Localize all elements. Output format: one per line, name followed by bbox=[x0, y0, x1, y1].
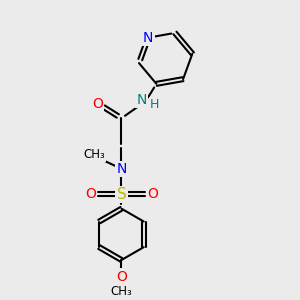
Text: S: S bbox=[117, 187, 126, 202]
Text: N: N bbox=[136, 93, 147, 107]
Text: H: H bbox=[150, 98, 159, 110]
Text: O: O bbox=[116, 269, 127, 284]
Text: CH₃: CH₃ bbox=[111, 285, 132, 298]
Text: O: O bbox=[92, 97, 103, 111]
Text: O: O bbox=[85, 188, 96, 201]
Text: N: N bbox=[116, 162, 127, 176]
Text: CH₃: CH₃ bbox=[83, 148, 105, 161]
Text: N: N bbox=[143, 31, 154, 45]
Text: O: O bbox=[147, 188, 158, 201]
